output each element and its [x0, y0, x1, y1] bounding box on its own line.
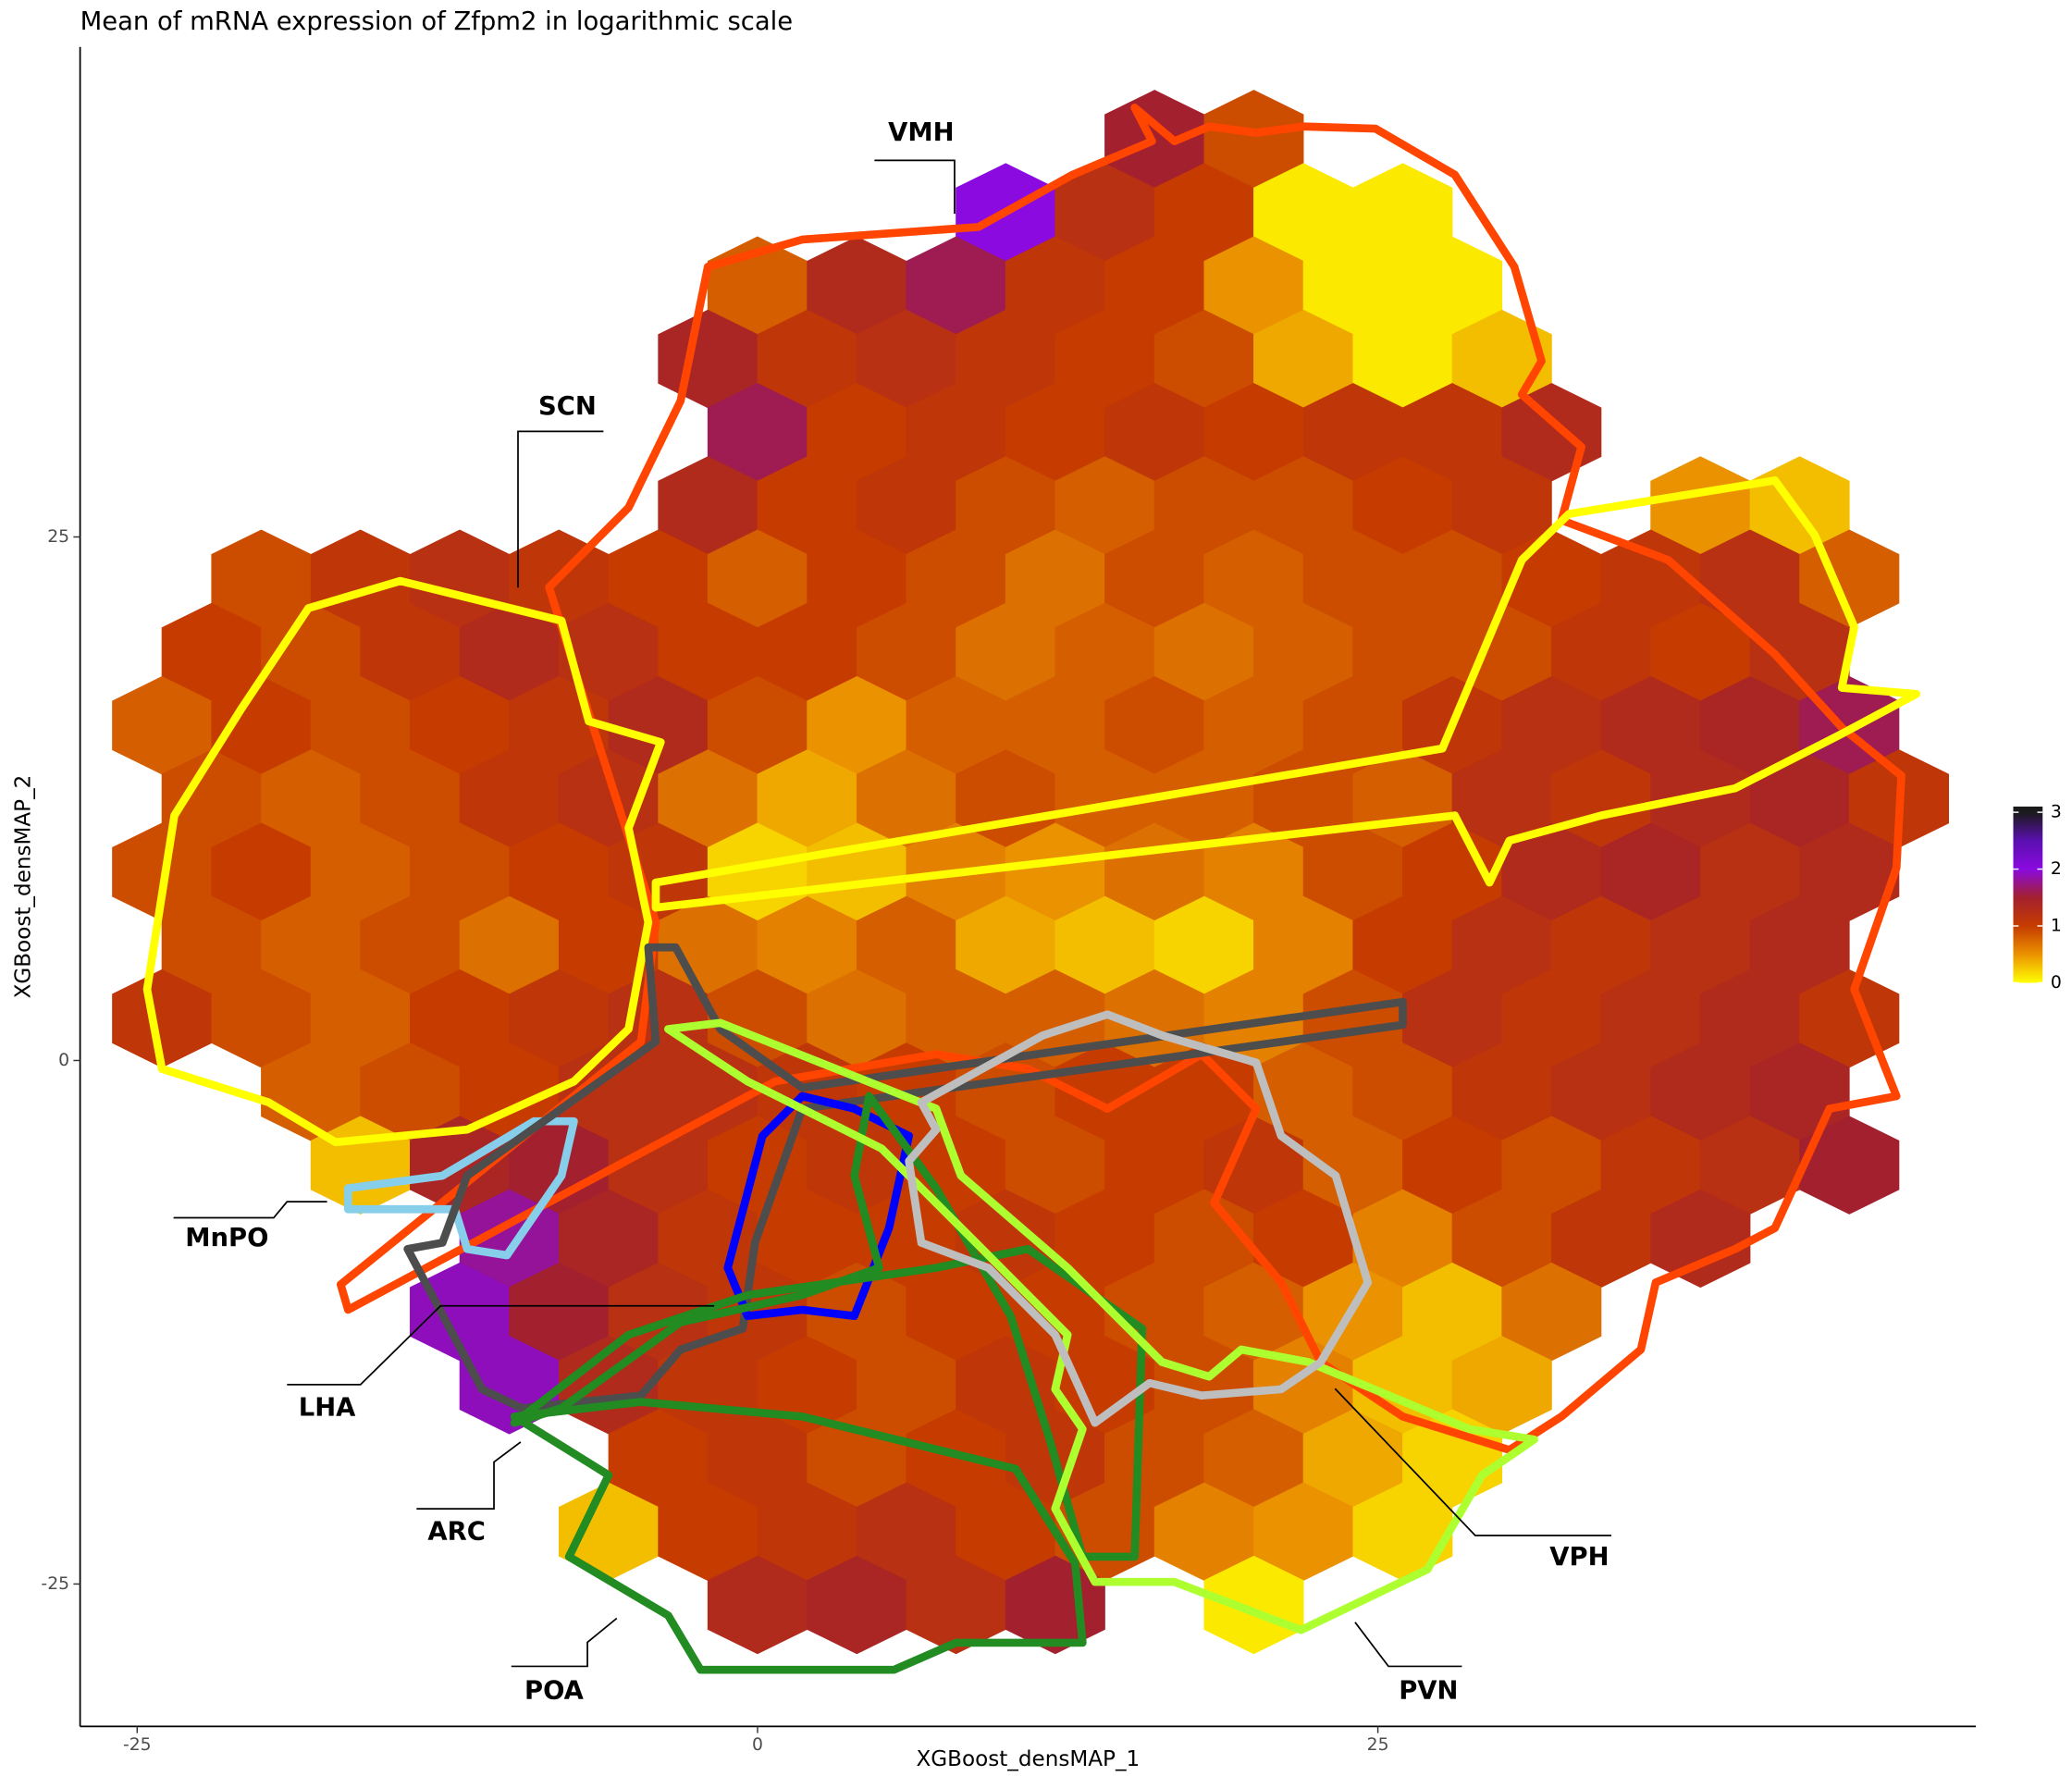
region-label: LHA: [299, 1393, 356, 1422]
leader-line: [1354, 1622, 1462, 1668]
region-label: VMH: [888, 118, 954, 147]
leader-line: [173, 1201, 327, 1219]
chart-title: Mean of mRNA expression of Zfpm2 in loga…: [80, 7, 794, 36]
hex-cell: [1650, 1189, 1751, 1289]
region-label: SCN: [538, 392, 597, 421]
region-outline: [510, 1398, 1087, 1674]
y-tick-label: -25: [41, 1574, 69, 1594]
hex-layer: [112, 90, 1949, 1655]
region-label: ARC: [427, 1518, 485, 1547]
region-label: POA: [524, 1676, 585, 1705]
y-tick-label: 25: [47, 527, 69, 547]
region-outline: [403, 943, 1407, 1412]
leader-line: [287, 1304, 715, 1386]
region-outline: [510, 1092, 1147, 1561]
x-tick-label: -25: [123, 1735, 152, 1755]
hex-cell: [1203, 1555, 1304, 1655]
region-label: PVN: [1399, 1676, 1458, 1705]
y-tick-label: 0: [58, 1051, 69, 1070]
hex-cell: [1799, 1116, 1900, 1215]
colorbar-tick-label: 2: [2051, 859, 2062, 879]
x-tick-label: 0: [752, 1735, 763, 1755]
colorbar-tick-label: 3: [2051, 803, 2062, 822]
region-label: MnPO: [185, 1224, 268, 1252]
region-outline: [723, 1092, 913, 1321]
region-outline: [337, 104, 1906, 1454]
y-axis-title: XGBoost_densMAP_2: [11, 775, 35, 999]
region-label: VPH: [1549, 1543, 1609, 1572]
region-outline: [343, 1116, 578, 1260]
x-axis-title: XGBoost_densMAP_1: [916, 1747, 1140, 1771]
colorbar-tick-label: 0: [2051, 973, 2062, 993]
colorbar: [2013, 806, 2043, 983]
leader-line: [517, 430, 604, 588]
leader-line: [416, 1441, 522, 1510]
leader-line: [511, 1617, 618, 1668]
region-outline: [664, 1018, 1538, 1634]
region-outline: [905, 1010, 1373, 1427]
region-outline: [142, 576, 665, 1147]
leader-line: [1334, 1388, 1612, 1536]
x-tick-label: 25: [1367, 1735, 1389, 1755]
colorbar-tick-label: 1: [2051, 917, 2062, 936]
region-outline: [651, 476, 1921, 912]
leader-line: [874, 159, 956, 215]
